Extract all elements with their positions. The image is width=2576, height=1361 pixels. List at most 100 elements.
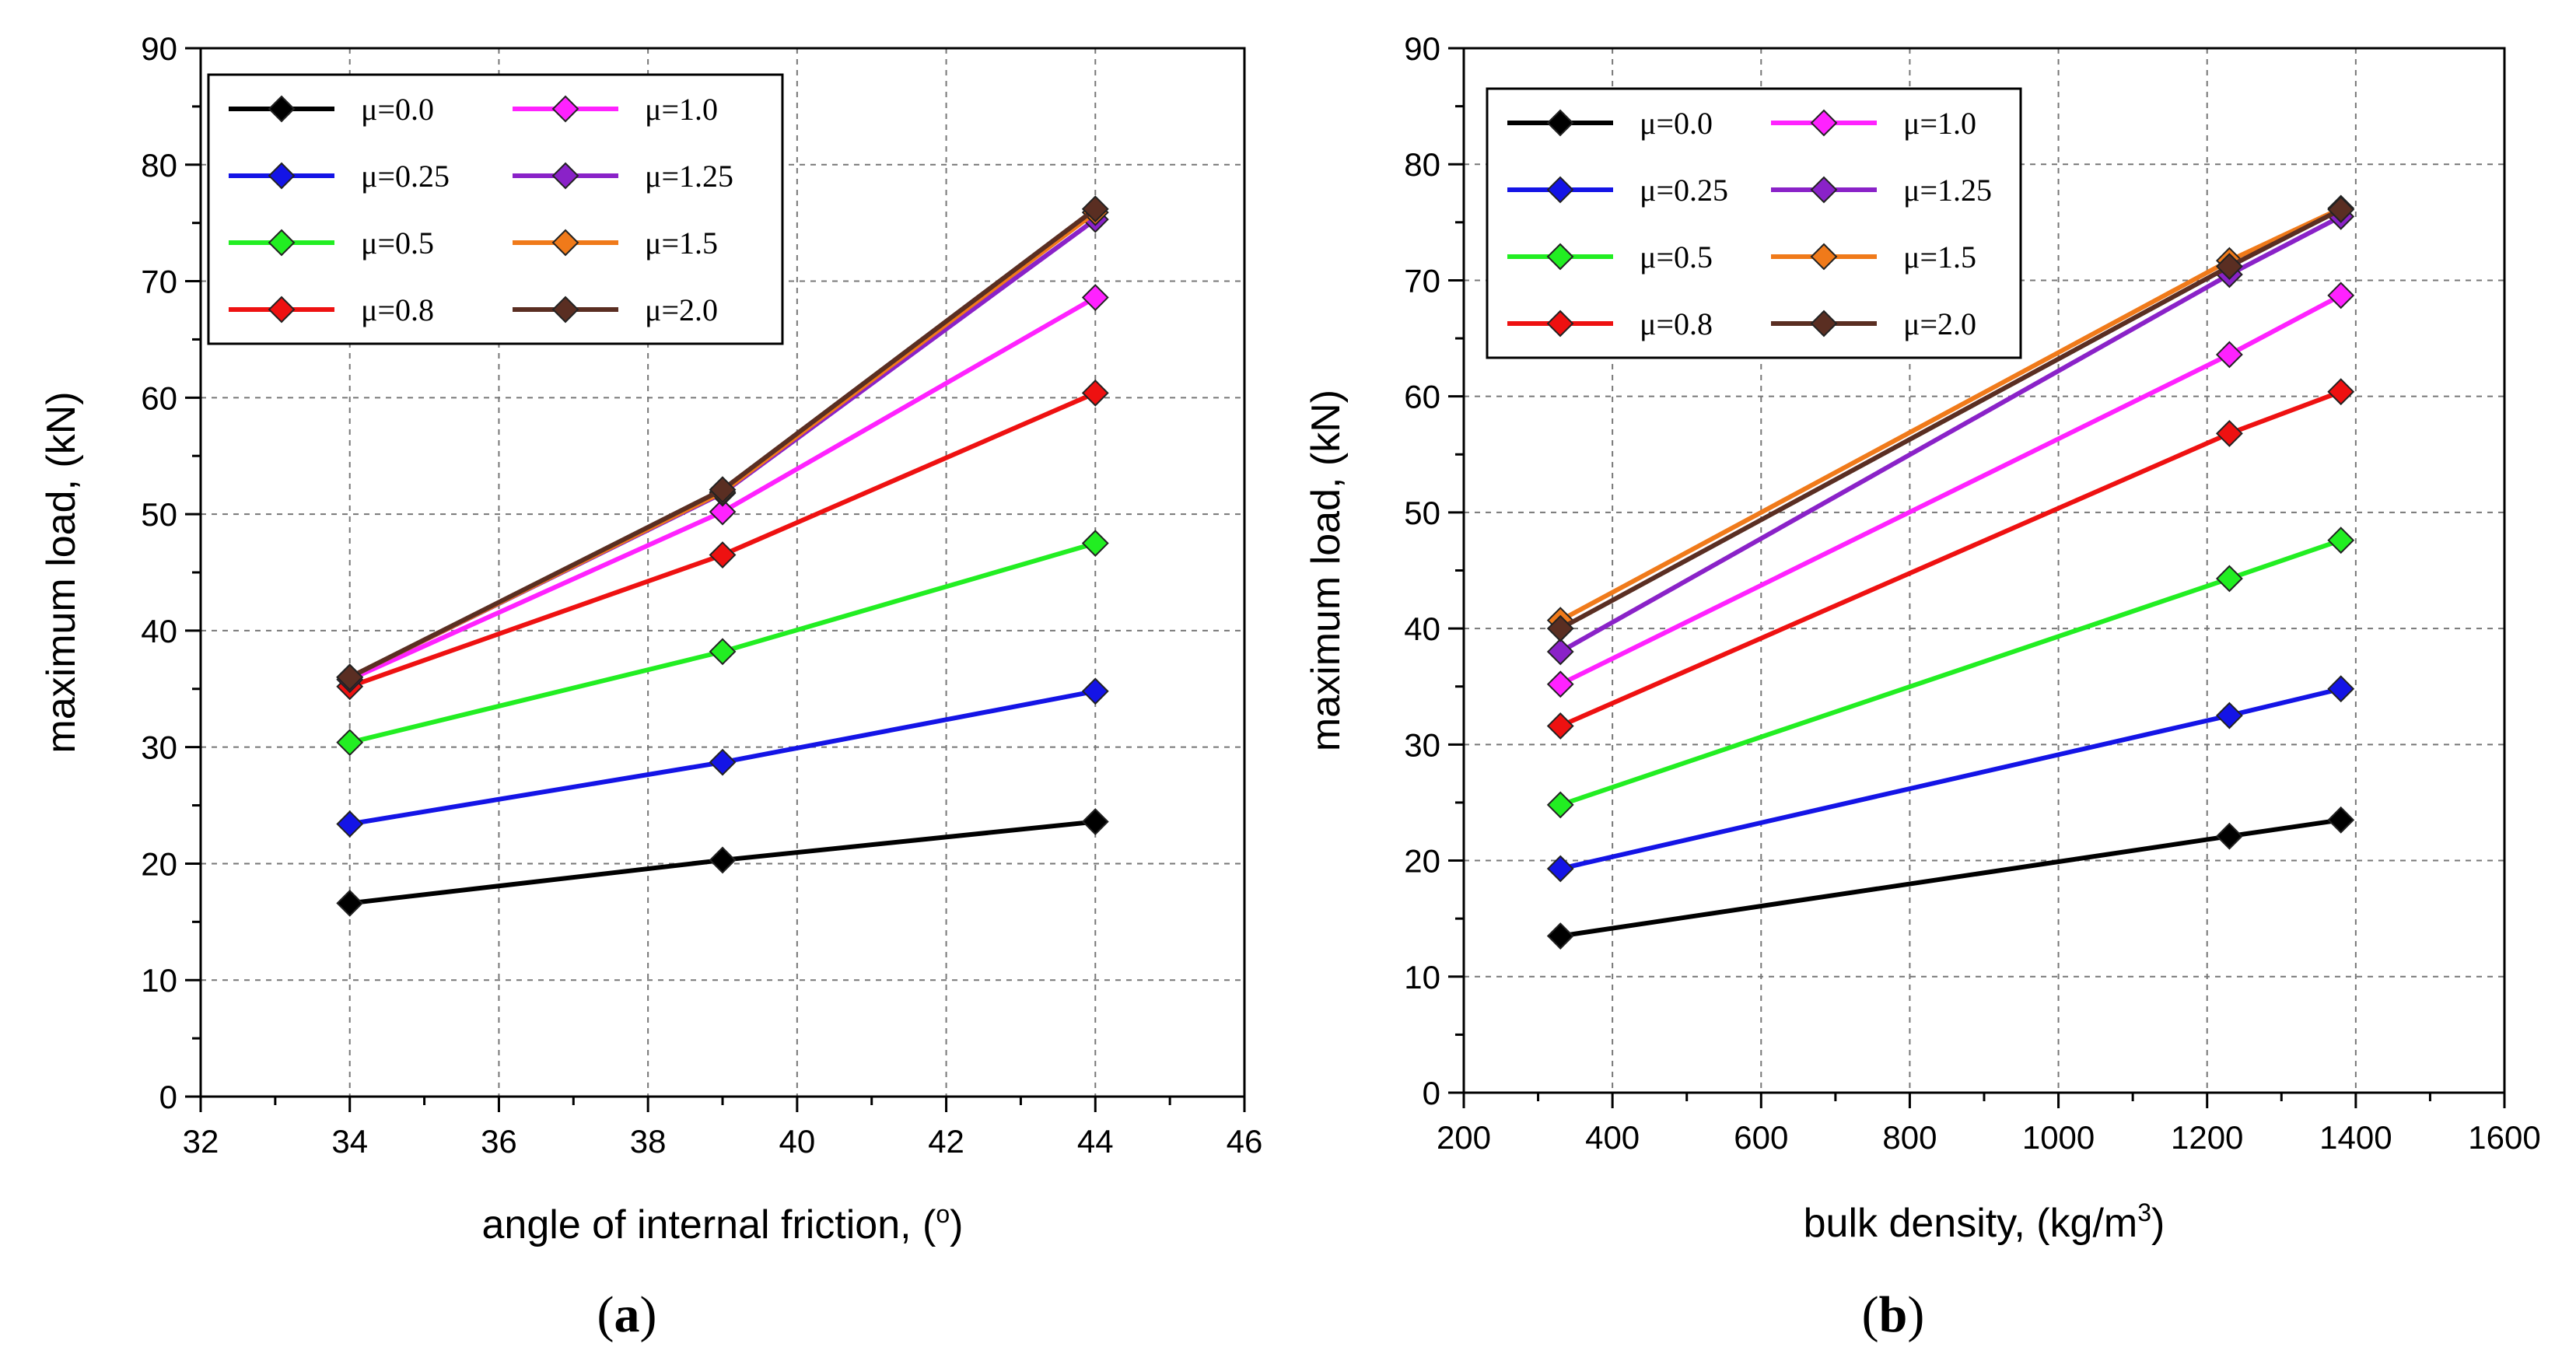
panel-a-legend-marker [551, 162, 579, 190]
panel-b-x-tick-label: 400 [1585, 1119, 1640, 1156]
panel-a-legend-label: μ=0.25 [361, 159, 450, 194]
panel-a-chart: 32 34 36 38 40 42 44 46 0 10 20 30 40 50 60 70 80 90 angle… [39, 30, 1262, 1343]
panel-b-data-point [1546, 922, 1574, 950]
panel-b-legend-marker [1546, 243, 1574, 271]
panel-a-data-point [709, 748, 737, 776]
panel-b-data-point [2215, 253, 2243, 280]
panel-b-x-tick-label: 1200 [2171, 1119, 2243, 1156]
panel-a-legend-label: μ=1.5 [645, 226, 718, 261]
panel-a-x-tick-label: 34 [331, 1123, 368, 1160]
panel-a-y-tick-label: 0 [159, 1079, 177, 1115]
panel-b-legend-marker [1546, 310, 1574, 338]
panel-b-chart: 200 400 600 800 1000 1200 1400 1600 0 10 20 30 40 50 6… [1304, 30, 2541, 1343]
panel-b-data-point [1546, 712, 1574, 740]
panel-b-legend-label: μ=2.0 [1903, 306, 1976, 341]
panel-b-data-point [2327, 282, 2355, 310]
panel-a-y-tick-label: 20 [141, 845, 177, 882]
panel-b-data-point [2215, 565, 2243, 593]
panel-a-y-tick-label: 70 [141, 264, 177, 300]
panel-b-x-tick-label: 200 [1437, 1119, 1491, 1156]
panel-a-data-point [336, 810, 364, 838]
panel-b-data-point [1546, 791, 1574, 819]
panel-b-y-tick-label: 30 [1404, 726, 1440, 763]
panel-b-data-point [2327, 378, 2355, 406]
panel-b-x-tick-label: 1600 [2468, 1119, 2540, 1156]
panel-a-x-tick-label: 38 [630, 1123, 667, 1160]
panel-b-x-axis-title: bulk density, (kg/m3) [1804, 1198, 2165, 1246]
panel-a-x-axis-title: angle of internal friction, (o) [482, 1200, 964, 1247]
panel-b-legend-marker [1810, 243, 1838, 271]
panel-a-y-tick-label: 60 [141, 380, 177, 416]
panel-b-label: (b) [1862, 1286, 1925, 1343]
panel-b-y-tick-label: 90 [1404, 30, 1440, 67]
panel-a-y-tick-label: 90 [141, 30, 177, 67]
panel-b-data-point [1546, 855, 1574, 883]
panel-b-x-tick-label: 1400 [2319, 1119, 2392, 1156]
panel-b-data-point [2327, 806, 2355, 834]
panel-a-legend-marker [551, 95, 579, 123]
panel-a-x-tick-label: 44 [1077, 1123, 1114, 1160]
panel-a-legend-marker [268, 162, 296, 190]
panel-a-data-point [709, 846, 737, 874]
panel-a-legend-marker [268, 95, 296, 123]
panel-a-x-tick-label: 36 [481, 1123, 517, 1160]
panel-a-y-tick-label: 10 [141, 962, 177, 999]
panel-a-legend-marker [551, 296, 579, 324]
panel-a-label: (a) [597, 1286, 657, 1343]
panel-b-data-point [2327, 675, 2355, 703]
panel-a-data-point [709, 638, 737, 666]
panel-a-data-point [709, 541, 737, 569]
panel-b-y-tick-label: 70 [1404, 262, 1440, 299]
panel-a-data-point [336, 663, 364, 691]
panel-b-y-tick-label: 60 [1404, 379, 1440, 415]
panel-a-data-point [336, 729, 364, 757]
panel-a-legend-label: μ=2.0 [645, 292, 718, 327]
panel-a-y-tick-label: 80 [141, 147, 177, 184]
panel-a-y-tick-label: 30 [141, 729, 177, 766]
panel-a-x-tick-label: 46 [1227, 1123, 1263, 1160]
panel-a-data-point [1081, 677, 1109, 705]
panel-b-y-tick-label: 80 [1404, 146, 1440, 183]
panel-a-legend-marker [268, 229, 296, 257]
panel-a-legend-label: μ=0.5 [361, 226, 434, 261]
panel-a-legend-box [207, 73, 784, 345]
panel-a-legend-label: μ=0.0 [361, 92, 434, 127]
panel-a-legend-label: μ=1.25 [645, 159, 733, 194]
panel-a-y-tick-label: 50 [141, 496, 177, 533]
panel-a-legend-marker [551, 229, 579, 257]
panel-a-data-point [1081, 379, 1109, 407]
panel-b-y-axis-title: maximum load, (kN) [1304, 390, 1349, 751]
panel-a-legend-marker [268, 296, 296, 324]
panel-b-legend-box [1486, 87, 2022, 359]
panel-a-y-axis-title: maximum load, (kN) [39, 391, 84, 753]
panel-b-legend-marker [1546, 176, 1574, 204]
panel-b-y-tick-label: 10 [1404, 959, 1440, 995]
panel-b-legend-label: μ=1.5 [1903, 240, 1976, 275]
panel-a-data-point [709, 498, 737, 526]
panel-b-y-tick-label: 20 [1404, 843, 1440, 880]
panel-a-data-point [336, 889, 364, 917]
panel-b-legend-label: μ=1.0 [1903, 106, 1976, 141]
panel-a-legend-label: μ=0.8 [361, 292, 434, 327]
panel-b-data-point [2327, 527, 2355, 555]
panel-b-legend-label: μ=1.25 [1903, 173, 1992, 208]
panel-b-legend-marker [1810, 176, 1838, 204]
panel-b-data-point [2327, 196, 2355, 223]
panel-b-legend-label: μ=0.8 [1640, 306, 1713, 341]
panel-b-x-tick-label: 800 [1882, 1119, 1937, 1156]
panel-a-data-point [1081, 284, 1109, 311]
panel-b-y-tick-label: 50 [1404, 495, 1440, 531]
panel-b-legend-label: μ=0.25 [1640, 173, 1728, 208]
panel-b-x-tick-label: 1000 [2022, 1119, 2095, 1156]
panel-a-data-point [1081, 808, 1109, 835]
panel-a-data-point [1081, 530, 1109, 557]
panel-a-data-point [709, 476, 737, 504]
panel-b-legend-label: μ=0.5 [1640, 240, 1713, 275]
panel-b-data-point [1546, 638, 1574, 666]
panel-a-x-tick-label: 42 [928, 1123, 964, 1160]
panel-b-legend-label: μ=0.0 [1640, 106, 1713, 141]
panel-b-legend-marker [1546, 109, 1574, 137]
panel-b-data-point [2215, 341, 2243, 369]
panel-a-legend-label: μ=1.0 [645, 92, 718, 127]
